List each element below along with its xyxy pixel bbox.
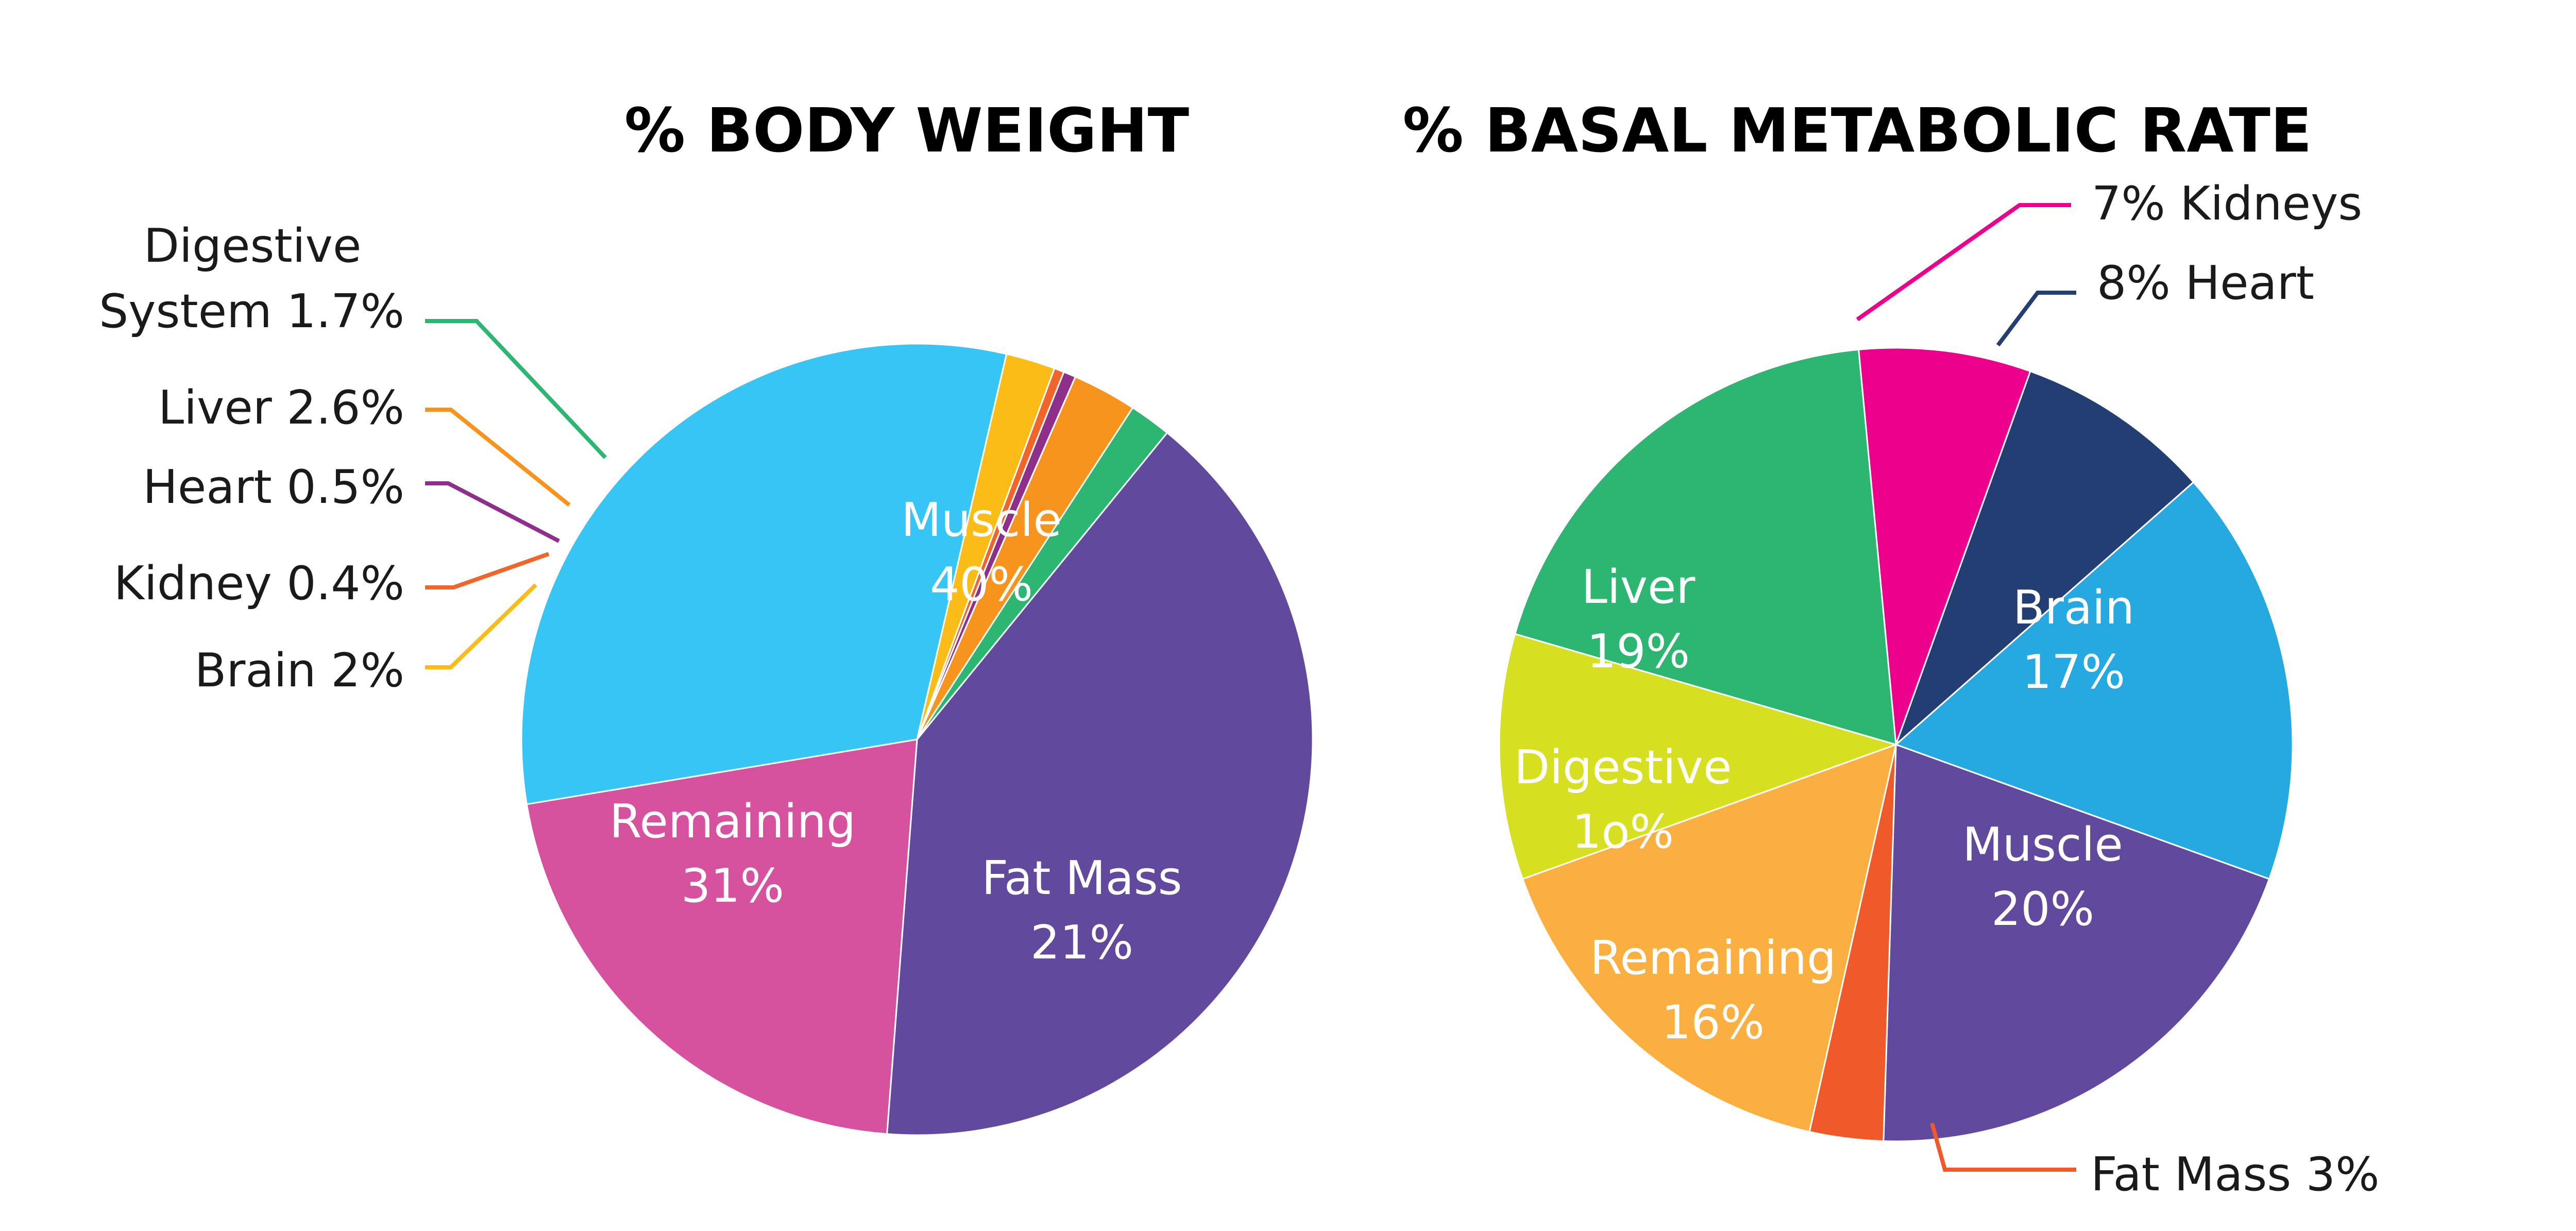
bw-slice-digestive-system-1-7: [916, 407, 1168, 740]
bw-slice-fat-mass: [526, 738, 918, 1135]
bw-muscle-value: 40%: [930, 558, 1033, 612]
bw-liver-leader: [425, 408, 571, 507]
bw-kidney-leader: [425, 552, 550, 589]
bmr-remaining-value: 16%: [1662, 996, 1765, 1050]
bw-digestive-leader: [425, 319, 607, 459]
bmr-kidneys-label: 7% Kidneys: [2092, 177, 2362, 231]
body-weight-title: % BODY WEIGHT: [624, 95, 1189, 166]
bmr-slice-kidneys: [1857, 347, 2031, 745]
bw-remaining-value: 31%: [681, 859, 784, 913]
bmr-muscle-label: Muscle: [1962, 818, 2123, 872]
bw-remaining-label: Remaining: [609, 795, 856, 849]
bw-kidney-label: Kidney 0.4%: [114, 557, 404, 611]
bmr-brain-label: Brain: [2013, 581, 2134, 635]
body-weight-pie: [520, 343, 1314, 1136]
bw-digestive-label-line1: Digestive: [144, 219, 362, 273]
bmr-brain-value: 17%: [2022, 645, 2125, 699]
bmr-heart-leader: [1996, 291, 2076, 347]
bw-brain-label: Brain 2%: [195, 644, 404, 698]
bw-liver-label: Liver 2.6%: [158, 381, 404, 435]
bw-heart-leader: [425, 481, 560, 543]
bw-brain-leader: [425, 583, 537, 669]
bw-fat-mass-label: Fat Mass: [981, 851, 1182, 905]
bmr-heart-label: 8% Heart: [2097, 256, 2314, 310]
bmr-slice-remaining: [1521, 743, 1897, 1133]
bmr-kidneys-leader: [1856, 203, 2071, 322]
bmr-slice-liver: [1514, 348, 1897, 746]
bw-digestive-label-line2: System 1.7%: [99, 284, 404, 339]
bmr-digestive-label: Digestive: [1514, 740, 1732, 795]
bmr-fat-mass-label: Fat Mass 3%: [2091, 1148, 2380, 1202]
bw-muscle-label: Muscle: [901, 493, 1061, 547]
bmr-remaining-label: Remaining: [1590, 931, 1836, 985]
bw-slice-remaining: [520, 343, 1008, 805]
bmr-muscle-value: 20%: [1991, 882, 2094, 936]
bmr-slice-digestive: [1498, 633, 1899, 880]
bmr-fat-mass-leader: [1930, 1122, 2076, 1172]
bmr-slice-heart: [1895, 370, 2195, 746]
bw-heart-label: Heart 0.5%: [143, 460, 404, 514]
bmr-digestive-value: 1o%: [1572, 805, 1674, 859]
bmr-slice-muscle: [1883, 743, 2270, 1142]
bw-fat-mass-value: 21%: [1030, 916, 1133, 970]
bmr-pie: [1498, 347, 2294, 1142]
bmr-title: % BASAL METABOLIC RATE: [1403, 95, 2312, 166]
bmr-liver-value: 19%: [1587, 625, 1690, 679]
bmr-liver-label: Liver: [1582, 560, 1696, 614]
bw-slice-muscle: [886, 431, 1314, 1136]
